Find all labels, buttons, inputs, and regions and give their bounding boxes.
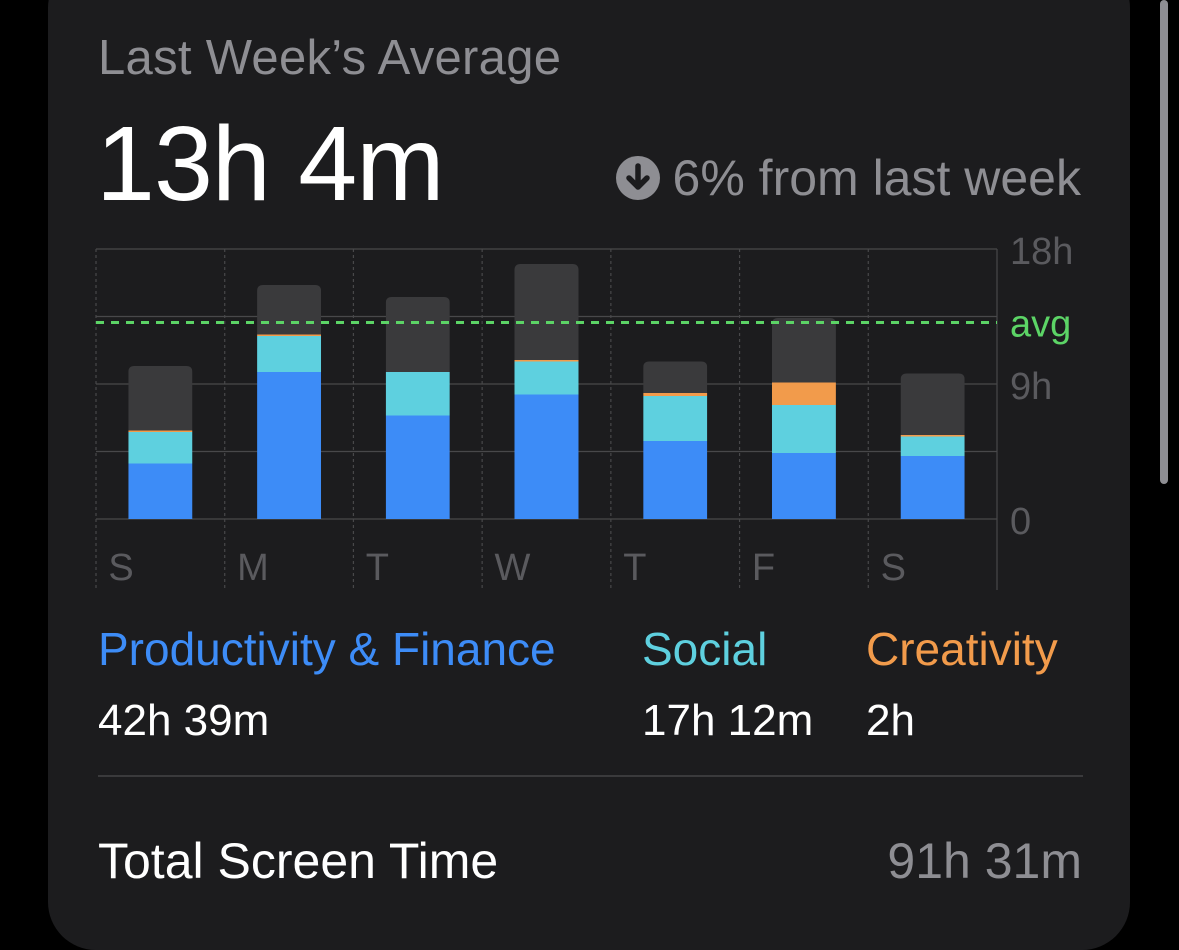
arrow-down-circle-icon bbox=[615, 156, 660, 200]
bar-segment[interactable] bbox=[643, 361, 708, 394]
legend-value: 42h 39m bbox=[98, 696, 270, 745]
bar-segment[interactable] bbox=[257, 336, 322, 372]
divider bbox=[98, 775, 1083, 777]
bar-segment[interactable] bbox=[771, 405, 836, 453]
bar-segment[interactable] bbox=[257, 334, 322, 337]
weekly-change-text: 6% from last week bbox=[672, 150, 1081, 206]
daily-average-value: 13h 4m bbox=[96, 105, 445, 223]
total-screen-time-value: 91h 31m bbox=[887, 833, 1082, 889]
bar-segment[interactable] bbox=[771, 453, 836, 519]
bar-segment[interactable] bbox=[385, 415, 450, 520]
bar-segment[interactable] bbox=[514, 264, 579, 360]
legend-item-social[interactable]: Social 17h 12m bbox=[642, 622, 813, 746]
scrollbar[interactable] bbox=[1160, 0, 1168, 484]
x-tick-label: W bbox=[495, 547, 531, 589]
bar-segment[interactable] bbox=[900, 373, 965, 436]
bar-segment[interactable] bbox=[257, 285, 322, 335]
bar-segment[interactable] bbox=[128, 366, 193, 431]
bar-segment[interactable] bbox=[643, 396, 708, 441]
bar-segment[interactable] bbox=[385, 297, 450, 372]
x-tick-label: T bbox=[623, 547, 646, 589]
bar-segment[interactable] bbox=[900, 456, 965, 519]
weekly-change: 6% from last week bbox=[615, 150, 1081, 206]
y-tick-label: 0 bbox=[1010, 501, 1031, 543]
total-screen-time-label[interactable]: Total Screen Time bbox=[98, 833, 499, 889]
x-tick-label: M bbox=[237, 547, 269, 589]
bar-segment[interactable] bbox=[257, 372, 322, 519]
bar-segment[interactable] bbox=[514, 360, 579, 362]
bar-segment[interactable] bbox=[128, 432, 193, 464]
bar-segment[interactable] bbox=[771, 382, 836, 406]
bar-segment[interactable] bbox=[128, 430, 193, 433]
legend-item-creativity[interactable]: Creativity 2h bbox=[866, 622, 1058, 746]
bar-segment[interactable] bbox=[514, 394, 579, 520]
legend-name: Productivity & Finance bbox=[98, 623, 556, 675]
bar-segment[interactable] bbox=[900, 436, 965, 457]
legend-name: Creativity bbox=[866, 623, 1058, 675]
x-tick-label: F bbox=[752, 547, 775, 589]
bar-segment[interactable] bbox=[514, 361, 579, 395]
legend-value: 2h bbox=[866, 696, 915, 745]
bar-segment[interactable] bbox=[643, 393, 708, 396]
x-tick-label: T bbox=[366, 547, 389, 589]
bar-segment[interactable] bbox=[900, 435, 965, 437]
bar-segment[interactable] bbox=[128, 463, 193, 520]
bar-segment[interactable] bbox=[643, 441, 708, 519]
card-subtitle: Last Week’s Average bbox=[98, 31, 562, 85]
legend-name: Social bbox=[642, 623, 768, 675]
y-tick-label: 18h bbox=[1010, 231, 1073, 273]
x-tick-label: S bbox=[881, 547, 906, 589]
legend-value: 17h 12m bbox=[642, 696, 814, 745]
bar-segment[interactable] bbox=[385, 372, 450, 416]
legend-item-productivity[interactable]: Productivity & Finance 42h 39m bbox=[98, 622, 556, 746]
bar-segment[interactable] bbox=[771, 318, 836, 383]
x-tick-label: S bbox=[108, 547, 133, 589]
y-tick-label: 9h bbox=[1010, 366, 1052, 408]
average-line-label: avg bbox=[1010, 304, 1071, 346]
